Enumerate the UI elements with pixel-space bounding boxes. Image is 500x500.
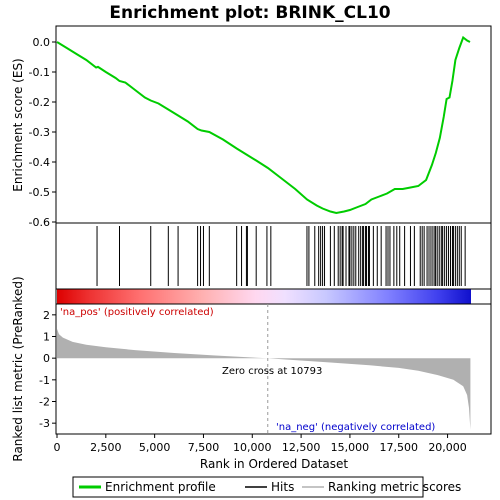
metric-ytick-label: -2 <box>39 396 50 409</box>
hits-panel-frame <box>55 222 492 290</box>
metric-ytick-label: -3 <box>39 417 50 430</box>
es-ylabel: Enrichment score (ES) <box>11 58 25 191</box>
es-ytick-label: -0.1 <box>29 66 50 79</box>
metric-area <box>57 328 471 430</box>
zero-cross-label: Zero cross at 10793 <box>222 366 322 377</box>
es-ytick-label: -0.2 <box>29 96 50 109</box>
legend-hits-label: Hits <box>271 480 294 494</box>
x-tick-label: 2,500 <box>90 441 122 454</box>
legend-metric-label: Ranking metric scores <box>328 480 461 494</box>
x-tick-label: 7,500 <box>188 441 220 454</box>
metric-ytick-label: 0 <box>43 352 50 365</box>
pos-label: 'na_pos' (positively correlated) <box>60 307 214 318</box>
chart-title: Enrichment plot: BRINK_CL10 <box>109 3 390 23</box>
legend-es-label: Enrichment profile <box>105 480 216 494</box>
hit-marks <box>96 226 466 286</box>
neg-label: 'na_neg' (negatively correlated) <box>276 422 435 433</box>
es-ytick-label: -0.3 <box>29 126 50 139</box>
es-ytick-label: -0.5 <box>29 186 50 199</box>
es-yticks: 0.0 -0.1 -0.2 -0.3 -0.4 -0.5 -0.6 <box>29 36 56 229</box>
es-ytick-label: 0.0 <box>33 36 51 49</box>
rank-color-bar <box>57 289 471 304</box>
x-ticks: 0 2,500 5,000 7,500 10,000 12,500 15,000 17,500… <box>54 434 467 454</box>
es-ytick-label: -0.6 <box>29 216 50 229</box>
x-axis-label: Rank in Ordered Dataset <box>200 457 348 471</box>
es-curve <box>56 35 471 215</box>
metric-ytick-label: -1 <box>39 374 50 387</box>
x-tick-label: 5,000 <box>139 441 171 454</box>
metric-ytick-label: 2 <box>43 309 50 322</box>
x-tick-label: 20,000 <box>428 441 467 454</box>
x-tick-label: 0 <box>54 441 61 454</box>
x-tick-label: 12,500 <box>282 441 321 454</box>
metric-yticks: 2 1 0 -1 -2 -3 <box>39 309 56 430</box>
metric-ytick-label: 1 <box>43 331 50 344</box>
metric-ylabel: Ranked list metric (PreRanked) <box>11 276 25 461</box>
x-tick-label: 17,500 <box>379 441 418 454</box>
es-ytick-label: -0.4 <box>29 156 50 169</box>
x-tick-label: 10,000 <box>233 441 272 454</box>
es-panel-frame <box>55 25 492 224</box>
x-tick-label: 15,000 <box>331 441 370 454</box>
metric-panel-frame <box>55 303 492 435</box>
